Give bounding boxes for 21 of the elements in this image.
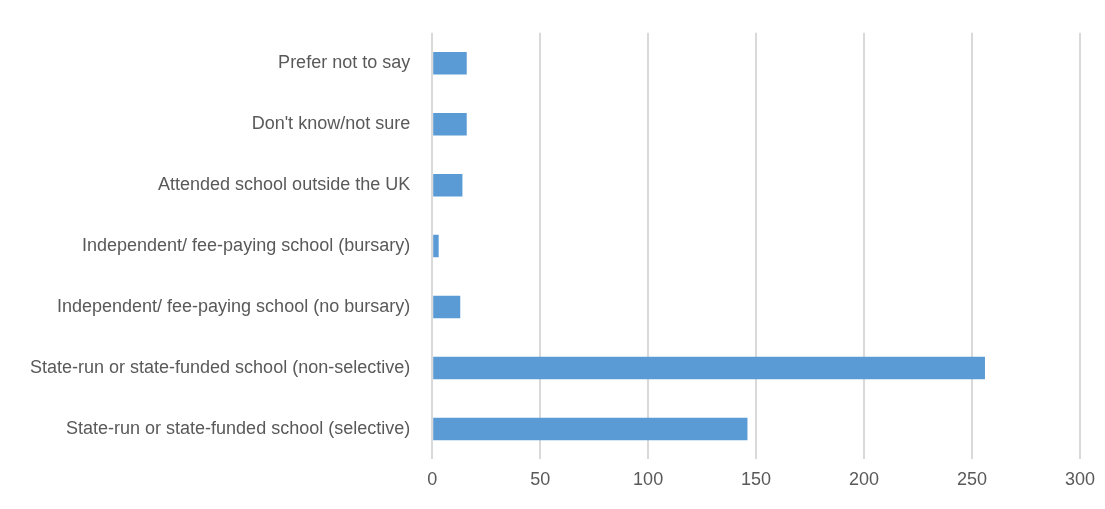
bar (433, 173, 463, 197)
x-tick-label: 300 (1064, 469, 1096, 490)
bar (433, 112, 467, 136)
y-tick-label: Attended school outside the UK (158, 174, 411, 195)
x-tick-label: 100 (633, 469, 664, 490)
bar (433, 52, 467, 75)
y-tick-label: Independent/ fee-paying school (no bursary) (56, 296, 411, 317)
y-tick-label: Don't know/not sure (251, 113, 411, 134)
bar (433, 234, 439, 258)
y-tick-label: State-run or state-funded school (selective) (66, 417, 411, 438)
x-tick-label: 0 (427, 469, 438, 490)
y-tick-label: Independent/ fee-paying school (bursary) (81, 235, 411, 256)
y-tick-label: State-run or state-funded school (non-selective) (29, 356, 411, 377)
x-tick-label: 150 (741, 469, 772, 490)
x-tick-label: 250 (957, 469, 988, 490)
x-tick-label: 50 (530, 469, 551, 490)
x-tick-label: 200 (849, 469, 880, 490)
bar (433, 356, 985, 380)
bar (433, 417, 748, 441)
y-tick-label: Prefer not to say (278, 52, 411, 73)
bar (433, 295, 461, 319)
